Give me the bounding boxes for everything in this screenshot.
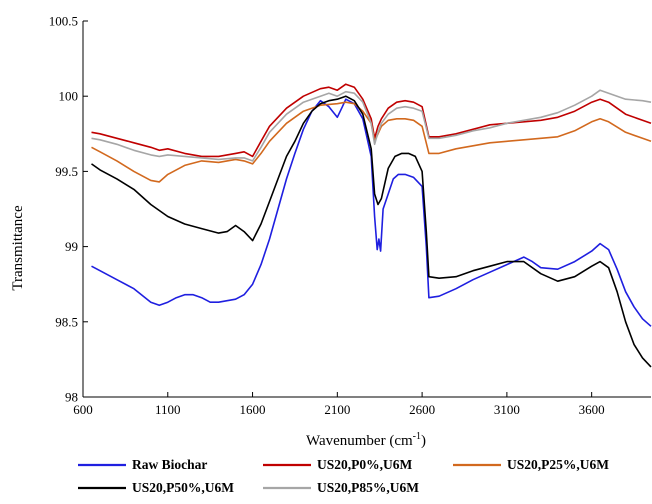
- x-tick-label: 600: [73, 402, 93, 417]
- x-tick-label: 3600: [579, 402, 605, 417]
- x-tick-label: 2600: [409, 402, 435, 417]
- x-axis-title-suffix: ): [421, 433, 426, 449]
- legend-item-0: Raw Biochar: [78, 457, 207, 472]
- axes-layer: 98 98.5 99 99.5 100 100.5 600 1100 1600 2100 2600 3…: [49, 14, 651, 417]
- x-tick-label: 1100: [155, 402, 181, 417]
- y-tick-label: 99: [65, 239, 78, 254]
- legend-label: US20,P50%,U6M: [132, 480, 234, 495]
- legend: Raw Biochar US20,P0%,U6M US20,P25%,U6M US20…: [78, 457, 609, 495]
- legend-item-1: US20,P0%,U6M: [263, 457, 413, 472]
- x-axis-title-superscript: -1: [413, 431, 421, 442]
- y-tick-label: 98.5: [55, 314, 78, 329]
- series-line-1: [91, 83, 652, 158]
- legend-item-2: US20,P25%,U6M: [453, 457, 609, 472]
- legend-label: US20,P0%,U6M: [317, 457, 413, 472]
- y-tick-label: 100.5: [49, 14, 78, 29]
- y-tick-label: 98: [65, 390, 78, 405]
- y-axis-title: Transmittance: [10, 205, 26, 291]
- y-tick-label: 99.5: [55, 164, 78, 179]
- legend-item-3: US20,P50%,U6M: [78, 480, 234, 495]
- series-line-3: [91, 95, 652, 368]
- x-axis-title: Wavenumber (cm-1): [306, 431, 426, 449]
- series-line-4: [91, 89, 652, 162]
- legend-item-4: US20,P85%,U6M: [263, 480, 419, 495]
- x-tick-label: 1600: [240, 402, 266, 417]
- x-axis-title-main: Wavenumber (cm: [306, 433, 413, 449]
- legend-label: US20,P85%,U6M: [317, 480, 419, 495]
- x-tick-label: 2100: [324, 402, 350, 417]
- y-tick-label: 100: [59, 89, 79, 104]
- legend-label: Raw Biochar: [132, 457, 207, 472]
- series-layer: [91, 83, 652, 368]
- legend-label: US20,P25%,U6M: [507, 457, 609, 472]
- x-tick-label: 3100: [494, 402, 520, 417]
